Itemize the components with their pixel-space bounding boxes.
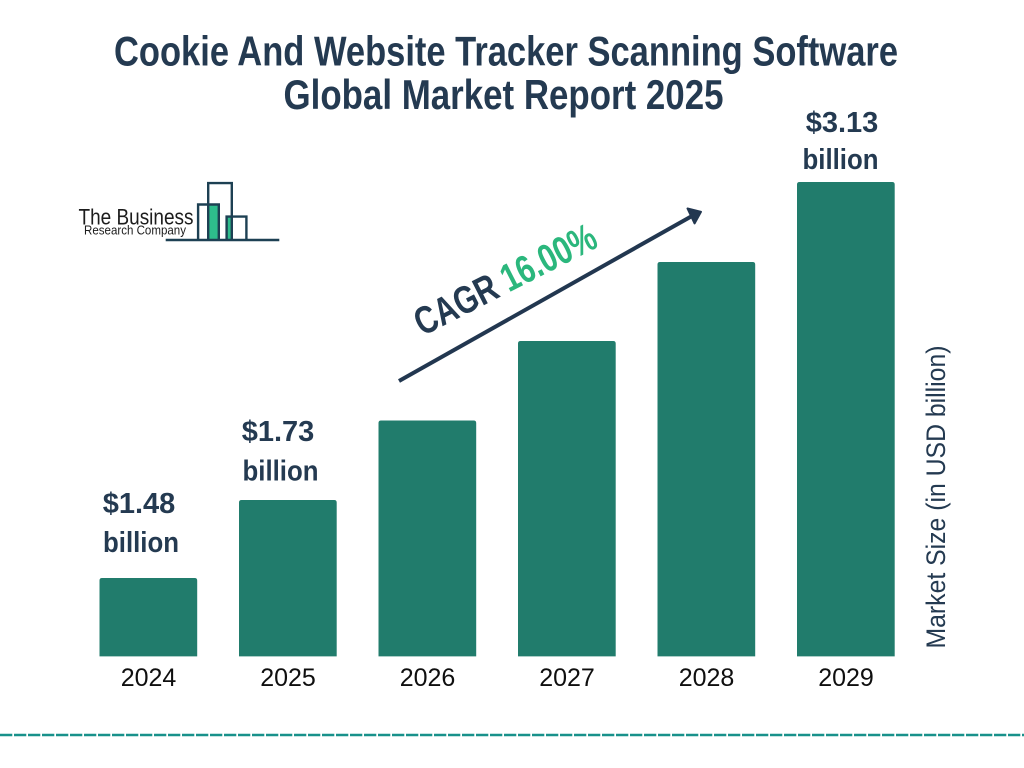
svg-text:2026: 2026: [400, 664, 456, 692]
svg-text:$3.13: $3.13: [806, 107, 879, 139]
svg-text:2028: 2028: [679, 664, 735, 692]
svg-text:2027: 2027: [539, 664, 595, 692]
svg-text:billion: billion: [243, 455, 319, 487]
svg-text:Global Market Report 2025: Global Market Report 2025: [284, 71, 724, 118]
svg-text:2025: 2025: [260, 664, 316, 692]
svg-text:Market Size (in USD billion): Market Size (in USD billion): [921, 346, 951, 649]
svg-text:2029: 2029: [818, 664, 874, 692]
svg-text:The Business: The Business: [79, 205, 194, 230]
svg-text:Research Company: Research Company: [84, 223, 186, 238]
svg-text:2024: 2024: [121, 664, 177, 692]
svg-text:billion: billion: [103, 527, 179, 559]
svg-text:billion: billion: [803, 144, 879, 176]
svg-text:Cookie And Website Tracker Sca: Cookie And Website Tracker Scanning Soft…: [114, 28, 898, 75]
svg-text:$1.48: $1.48: [103, 488, 176, 520]
svg-text:$1.73: $1.73: [242, 416, 315, 448]
